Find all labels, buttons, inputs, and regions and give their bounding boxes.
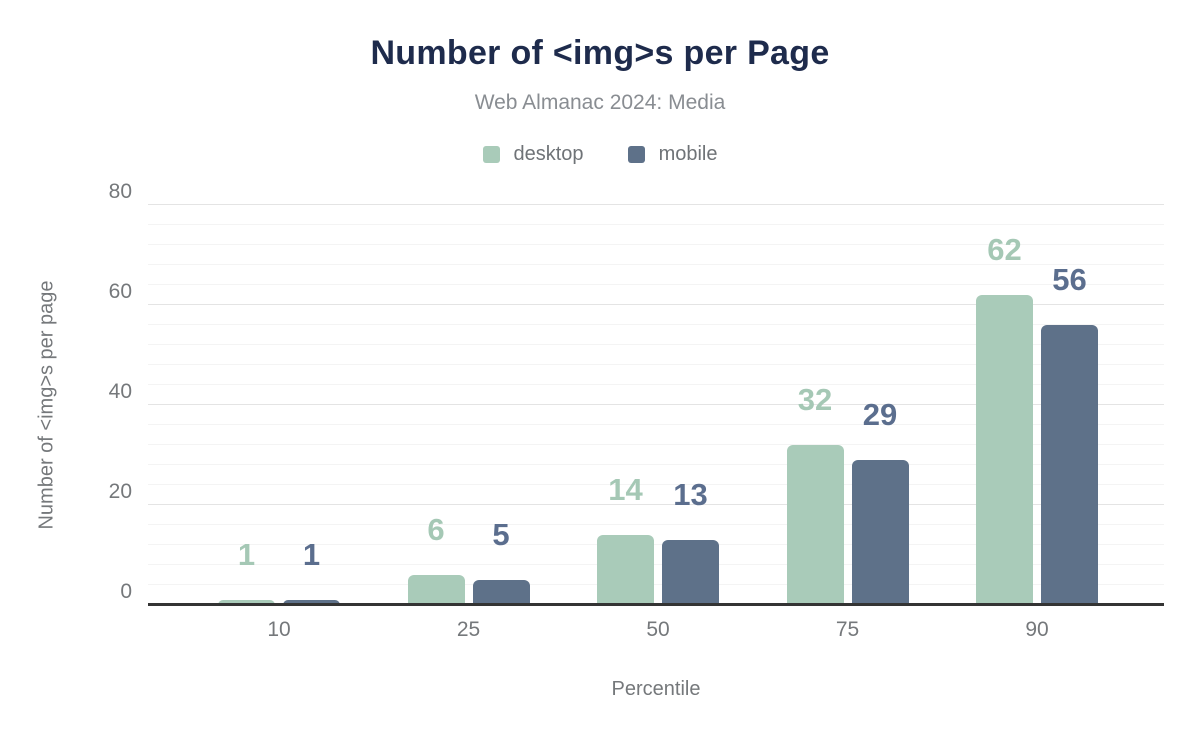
legend-item-mobile: mobile [627, 143, 718, 166]
chart-subtitle: Web Almanac 2024: Media [474, 91, 726, 114]
x-tick-label-90: 90 [1025, 618, 1049, 641]
y-tick-label: 60 [108, 280, 132, 303]
bar-desktop-p50 [597, 535, 654, 605]
bar-mobile-p75 [851, 460, 909, 605]
gridline-minor [148, 384, 1164, 385]
gridline-minor [148, 284, 1164, 285]
legend: desktop mobile [0, 143, 1200, 166]
bar-desktop-p10 [218, 600, 275, 605]
x-tick-label-75: 75 [835, 618, 860, 641]
gridline-minor [148, 344, 1164, 345]
x-tick-label-10: 10 [267, 618, 291, 641]
gridline-minor [148, 424, 1164, 425]
bar-value-desktop-p25: 6 [427, 511, 445, 547]
y-tick-label: 20 [108, 480, 132, 503]
gridline-minor [148, 264, 1164, 265]
gridline-minor [148, 484, 1164, 485]
y-tick-label: 40 [108, 380, 132, 403]
legend-item-desktop: desktop [482, 143, 584, 166]
x-tick-label-50: 50 [646, 618, 670, 641]
bar-value-mobile-p50: 13 [673, 476, 708, 512]
gridline-minor [148, 564, 1164, 565]
bar-value-desktop-p90: 62 [987, 231, 1022, 267]
y-tick-label: 0 [120, 580, 132, 603]
gridline-major [148, 404, 1164, 405]
bar-groups: 1 1 10 6 5 25 14 13 50 32 29 75 62 56 90 [148, 205, 1164, 641]
x-axis-line [148, 603, 1164, 606]
gridline-minor [148, 544, 1164, 545]
gridline-minor [148, 324, 1164, 325]
gridline-minor [148, 464, 1164, 465]
bar-desktop-p90 [976, 295, 1033, 605]
plot-area: 0 20 40 60 80 1 1 10 6 5 25 14 13 50 32 29 75 62 56 90 [109, 180, 1164, 641]
legend-swatch-desktop [482, 146, 500, 163]
bar-mobile-p50 [662, 540, 719, 605]
gridline-minor [148, 364, 1164, 365]
legend-label-desktop: desktop [513, 143, 584, 165]
y-tick-label: 80 [108, 180, 132, 203]
bar-value-mobile-p25: 5 [492, 516, 510, 552]
bar-group-25: 6 5 25 [407, 205, 530, 641]
gridline-major [148, 504, 1164, 505]
bar-group-50: 14 13 50 [597, 205, 719, 641]
bar-value-desktop-p10: 1 [237, 536, 256, 572]
gridline-major [148, 204, 1164, 205]
x-tick-label-25: 25 [456, 618, 481, 641]
bar-desktop-p25 [407, 575, 465, 605]
y-axis-title: Number of <img>s per page [35, 280, 58, 530]
gridline-minor [148, 444, 1164, 445]
bar-value-desktop-p75: 32 [797, 381, 833, 417]
x-axis-title: Percentile [611, 678, 701, 700]
bar-value-desktop-p50: 14 [608, 471, 643, 507]
bar-mobile-p90 [1041, 325, 1098, 605]
bar-group-90: 62 56 90 [976, 205, 1098, 641]
gridline-minor [148, 584, 1164, 585]
bar-mobile-p10 [283, 600, 340, 605]
bar-group-10: 1 1 10 [218, 205, 340, 641]
legend-swatch-mobile [627, 146, 645, 163]
legend-label-mobile: mobile [658, 143, 718, 165]
bar-value-mobile-p10: 1 [302, 536, 321, 572]
bar-value-mobile-p90: 56 [1052, 261, 1087, 297]
chart-title: Number of <img>s per Page [370, 34, 830, 72]
gridline-minor [148, 524, 1164, 525]
bar-group-75: 32 29 75 [786, 205, 909, 641]
gridline-minor [148, 224, 1164, 225]
gridline-major [148, 304, 1164, 305]
bar-value-mobile-p75: 29 [862, 396, 898, 432]
bar-mobile-p25 [472, 580, 530, 605]
bar-desktop-p75 [786, 445, 844, 605]
gridline-minor [148, 244, 1164, 245]
